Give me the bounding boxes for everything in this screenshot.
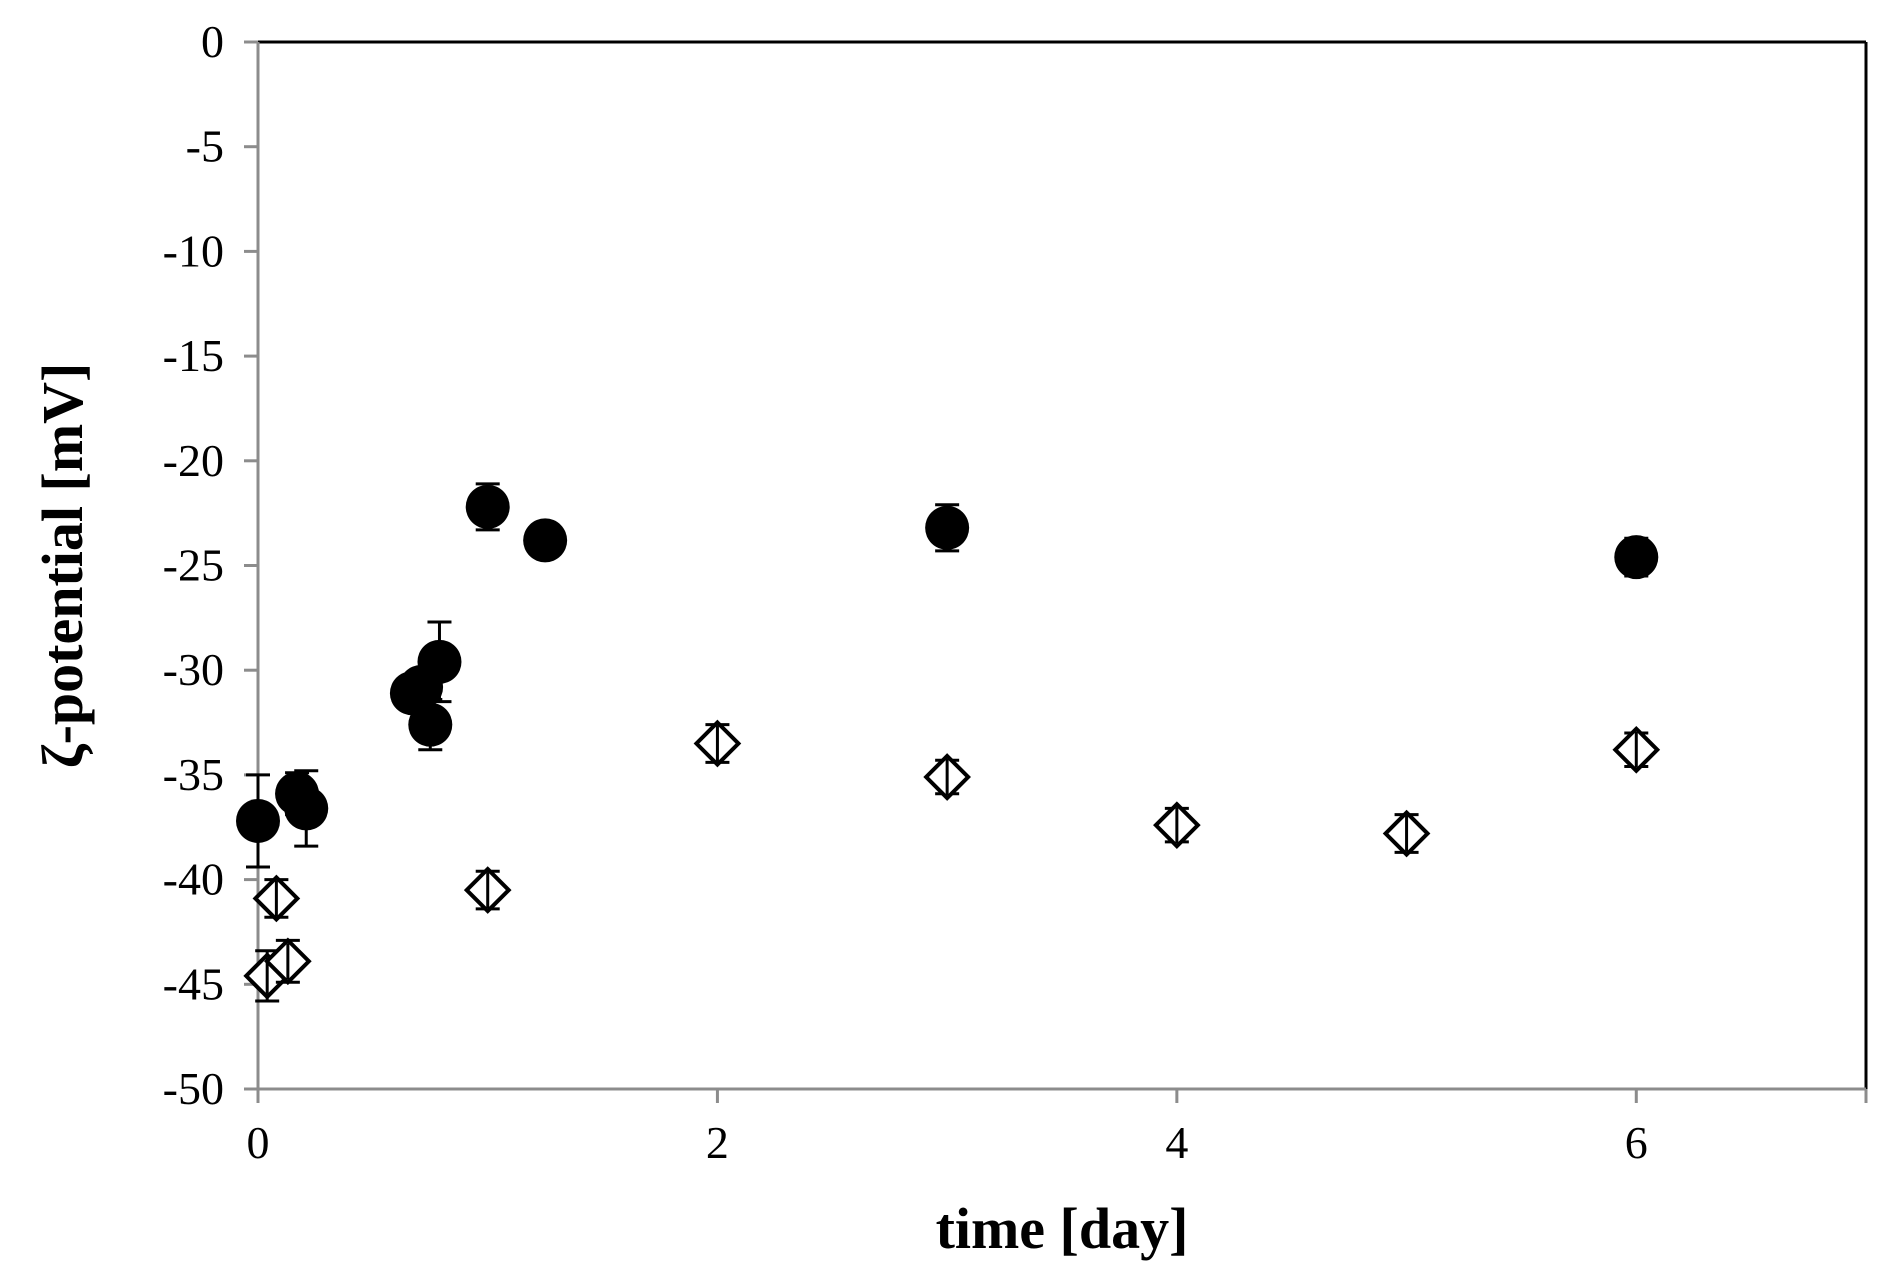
x-tick-label: 6: [1625, 1117, 1648, 1168]
x-tick-label: 4: [1165, 1117, 1188, 1168]
series-filled-circles: [236, 482, 1659, 869]
y-tick-label: -30: [163, 644, 224, 695]
y-axis-label: ζ-potential [mV]: [30, 363, 95, 769]
x-axis-label: time [day]: [936, 1196, 1189, 1261]
data-series: [236, 482, 1661, 1003]
data-point-circle: [284, 786, 329, 831]
data-point-circle: [417, 639, 462, 684]
y-tick-label: -40: [163, 854, 224, 905]
y-tick-label: -45: [163, 958, 224, 1009]
data-point-circle: [465, 484, 510, 529]
y-tick-label: -15: [163, 330, 224, 381]
y-tick-label: -20: [163, 435, 224, 486]
y-tick-label: -50: [163, 1063, 224, 1114]
y-tick-label: -10: [163, 225, 224, 276]
data-point-circle: [925, 505, 970, 550]
y-tick-label: -5: [186, 121, 224, 172]
series-open-diamonds: [243, 719, 1661, 1003]
data-point-circle: [1614, 535, 1659, 580]
x-tick-label: 2: [706, 1117, 729, 1168]
x-axis: 0 2 4 6: [247, 1089, 1868, 1168]
data-point-circle: [523, 518, 568, 563]
y-tick-label: 0: [201, 16, 224, 67]
data-point-circle: [236, 798, 280, 843]
y-tick-label: -35: [163, 749, 224, 800]
y-axis: 0 -5 -10 -15 -20 -25 -30 -35 -40 -45 -50: [163, 16, 258, 1114]
x-tick-label: 0: [247, 1117, 270, 1168]
y-tick-label: -25: [163, 540, 224, 591]
data-point-circle: [408, 702, 453, 747]
